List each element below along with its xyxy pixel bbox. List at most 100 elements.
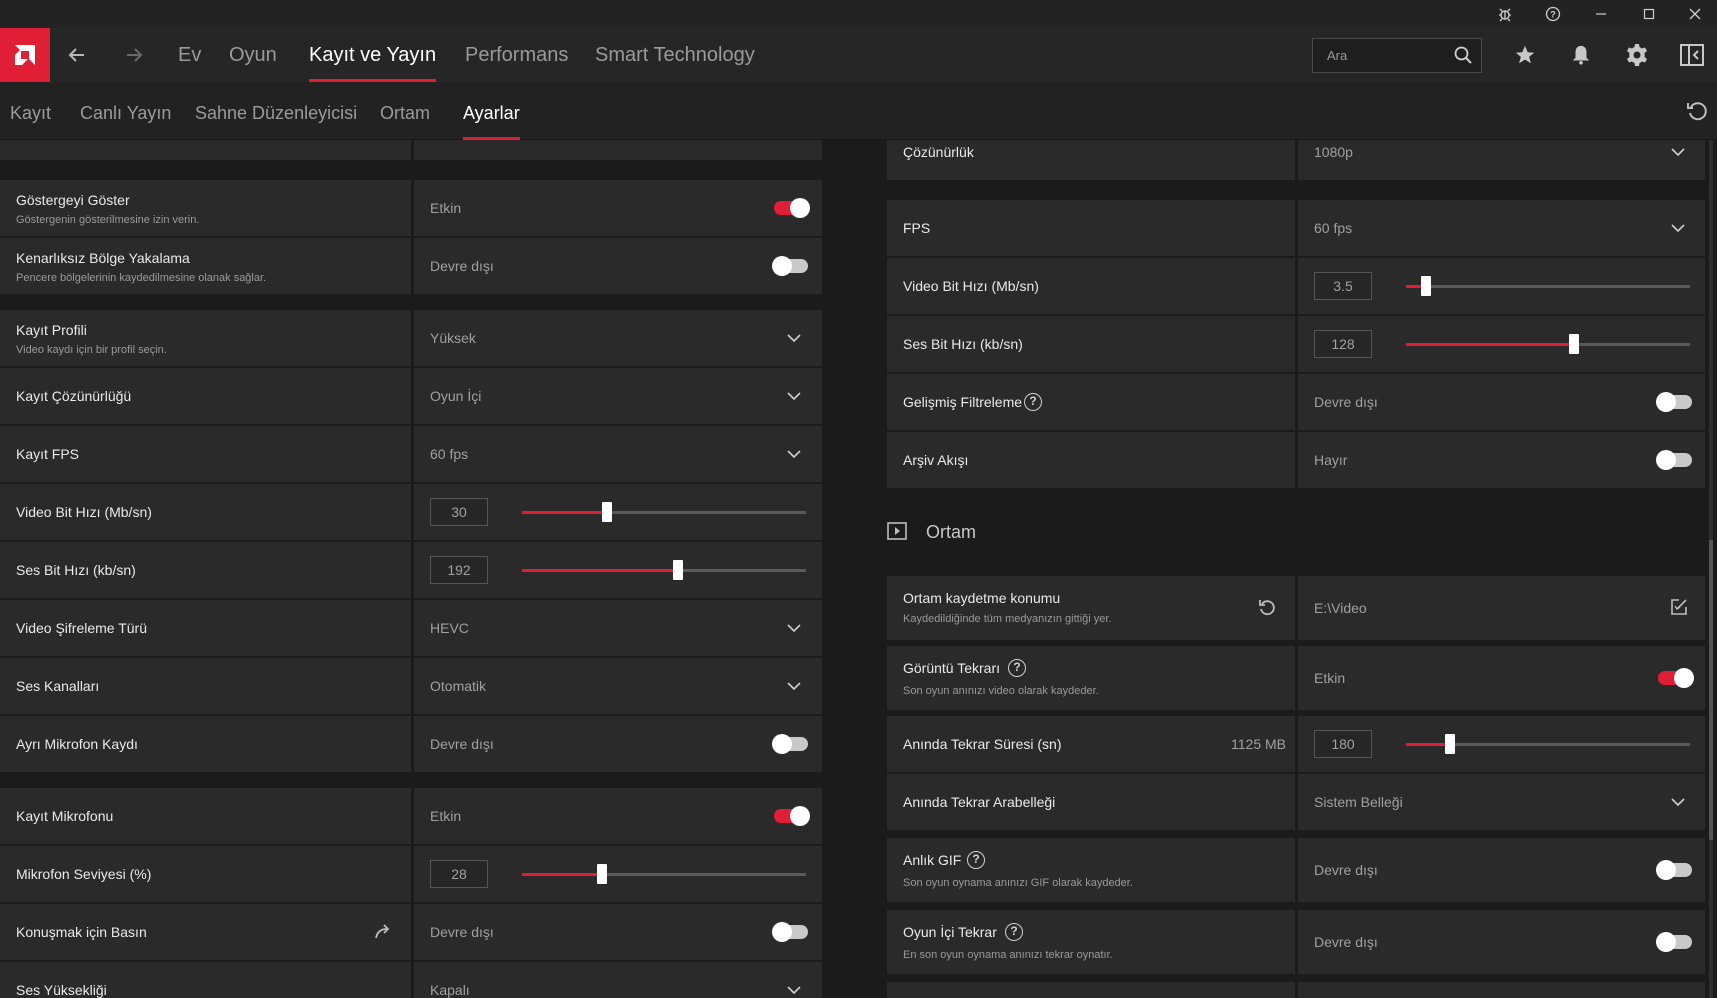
search-input[interactable] bbox=[1313, 39, 1443, 72]
replay-buffer-dropdown[interactable]: Sistem Belleği bbox=[1298, 774, 1705, 830]
help-icon[interactable]: ? bbox=[1530, 0, 1576, 28]
share-arrow-icon[interactable] bbox=[373, 922, 393, 942]
setting-push-to-talk: Konuşmak için Basın Devre dışı bbox=[0, 904, 822, 960]
record-mic-toggle[interactable] bbox=[774, 806, 810, 826]
help-question-icon[interactable]: ? bbox=[1005, 923, 1023, 941]
reset-icon[interactable] bbox=[1685, 99, 1709, 123]
stream-audio-bitrate-input[interactable]: 128 bbox=[1314, 330, 1372, 358]
ingame-replay-toggle[interactable] bbox=[1656, 932, 1692, 952]
nav-home[interactable]: Ev bbox=[178, 44, 202, 66]
setting-title: Görüntü Tekrarı bbox=[903, 660, 1001, 676]
back-arrow-icon[interactable] bbox=[57, 28, 97, 82]
nav-smart-technology[interactable]: Smart Technology bbox=[595, 44, 755, 66]
setting-value: Kapalı bbox=[430, 982, 470, 998]
edit-folder-icon[interactable] bbox=[1670, 598, 1688, 616]
bug-report-icon[interactable] bbox=[1482, 0, 1528, 28]
tab-live-stream[interactable]: Canlı Yayın bbox=[80, 103, 172, 123]
notifications-bell-icon[interactable] bbox=[1556, 28, 1606, 82]
record-resolution-dropdown[interactable]: Oyun İçi bbox=[414, 368, 822, 424]
tab-scene-editor[interactable]: Sahne Düzenleyicisi bbox=[195, 103, 358, 123]
separate-mic-toggle[interactable] bbox=[772, 734, 808, 754]
push-to-talk-toggle[interactable] bbox=[772, 922, 808, 942]
replay-duration-input[interactable]: 180 bbox=[1314, 730, 1372, 758]
audio-bitrate-slider[interactable] bbox=[522, 560, 806, 580]
setting-title: Kayıt Mikrofonu bbox=[16, 808, 114, 824]
setting-audio-bitrate: Ses Bit Hızı (kb/sn) 192 bbox=[0, 542, 822, 598]
media-play-icon bbox=[887, 522, 907, 540]
audio-bitrate-input[interactable]: 192 bbox=[430, 556, 488, 584]
instant-replay-toggle[interactable] bbox=[1658, 668, 1694, 688]
setting-volume: Ses Yüksekliği Kapalı bbox=[0, 962, 822, 998]
left-partial-row bbox=[0, 140, 822, 178]
archive-stream-toggle[interactable] bbox=[1656, 450, 1692, 470]
setting-value: Yüksek bbox=[430, 330, 476, 346]
setting-stream-fps: FPS 60 fps bbox=[887, 200, 1705, 256]
nav-record-stream[interactable]: Kayıt ve Yayın bbox=[309, 28, 437, 82]
help-question-icon[interactable]: ? bbox=[967, 851, 985, 869]
stream-video-bitrate-slider[interactable] bbox=[1406, 276, 1690, 296]
search-box bbox=[1312, 38, 1482, 73]
setting-stream-audio-bitrate: Ses Bit Hızı (kb/sn) 128 bbox=[887, 316, 1705, 372]
tab-record[interactable]: Kayıt bbox=[10, 103, 52, 123]
forward-arrow-icon[interactable] bbox=[114, 28, 154, 82]
record-profile-dropdown[interactable]: Yüksek bbox=[414, 310, 822, 366]
settings-gear-icon[interactable] bbox=[1612, 28, 1662, 82]
advanced-filtering-toggle[interactable] bbox=[1656, 392, 1692, 412]
reset-location-icon[interactable] bbox=[1257, 597, 1277, 617]
setting-subtitle: Video kaydı için bir profil seçin. bbox=[16, 344, 167, 356]
help-question-icon[interactable]: ? bbox=[1024, 393, 1042, 411]
favorites-star-icon[interactable] bbox=[1500, 28, 1550, 82]
setting-title: Kenarlıksız Bölge Yakalama bbox=[16, 250, 190, 266]
chevron-down-icon bbox=[787, 624, 801, 633]
setting-title: Konuşmak için Basın bbox=[16, 924, 147, 940]
tab-settings[interactable]: Ayarlar bbox=[463, 82, 520, 140]
amd-logo[interactable] bbox=[0, 28, 50, 82]
scrollbar[interactable] bbox=[1709, 140, 1713, 998]
setting-title: Ses Yüksekliği bbox=[16, 982, 107, 998]
slider-thumb[interactable] bbox=[1445, 734, 1456, 754]
audio-channels-dropdown[interactable]: Otomatik bbox=[414, 658, 822, 714]
close-icon[interactable] bbox=[1672, 0, 1717, 28]
tab-media[interactable]: Ortam bbox=[380, 103, 431, 123]
setting-record-mic: Kayıt Mikrofonu Etkin bbox=[0, 788, 822, 844]
search-icon[interactable] bbox=[1453, 45, 1473, 65]
maximize-icon[interactable] bbox=[1626, 0, 1672, 28]
slider-thumb[interactable] bbox=[673, 560, 684, 580]
slider-thumb[interactable] bbox=[1420, 276, 1431, 296]
indicator-toggle[interactable] bbox=[774, 198, 810, 218]
stream-fps-dropdown[interactable]: 60 fps bbox=[1298, 200, 1705, 256]
setting-title: Video Şifreleme Türü bbox=[16, 620, 147, 636]
setting-borderless-capture: Kenarlıksız Bölge Yakalama Pencere bölge… bbox=[0, 238, 822, 294]
slider-thumb[interactable] bbox=[596, 864, 607, 884]
setting-advanced-filtering: Gelişmiş Filtreleme ? Devre dışı bbox=[887, 374, 1705, 430]
nav-game[interactable]: Oyun bbox=[229, 44, 277, 66]
setting-value: Oyun İçi bbox=[430, 388, 482, 404]
nav-performance[interactable]: Performans bbox=[465, 44, 569, 66]
setting-title: Ses Bit Hızı (kb/sn) bbox=[903, 336, 1023, 352]
setting-title: Ayrı Mikrofon Kaydı bbox=[16, 736, 138, 752]
mic-level-slider[interactable] bbox=[522, 864, 806, 884]
video-bitrate-slider[interactable] bbox=[522, 502, 806, 522]
setting-value: 60 fps bbox=[1314, 220, 1353, 236]
stream-video-bitrate-input[interactable]: 3.5 bbox=[1314, 272, 1372, 300]
media-section-title: Ortam bbox=[926, 522, 977, 542]
slider-thumb[interactable] bbox=[602, 502, 613, 522]
mic-level-input[interactable]: 28 bbox=[430, 860, 488, 888]
volume-dropdown[interactable]: Kapalı bbox=[414, 962, 822, 998]
record-fps-dropdown[interactable]: 60 fps bbox=[414, 426, 822, 482]
instant-gif-toggle[interactable] bbox=[1656, 860, 1692, 880]
stream-resolution-dropdown[interactable]: 1080p bbox=[1298, 140, 1705, 180]
video-encoding-dropdown[interactable]: HEVC bbox=[414, 600, 822, 656]
chevron-down-icon bbox=[1671, 798, 1685, 807]
sidebar-toggle-icon[interactable] bbox=[1667, 28, 1717, 82]
borderless-toggle[interactable] bbox=[772, 256, 808, 276]
replay-duration-slider[interactable] bbox=[1406, 734, 1690, 754]
setting-title: Mikrofon Seviyesi (%) bbox=[16, 866, 152, 882]
setting-value: Hayır bbox=[1314, 452, 1348, 468]
minimize-icon[interactable] bbox=[1578, 0, 1624, 28]
setting-record-fps: Kayıt FPS 60 fps bbox=[0, 426, 822, 482]
slider-thumb[interactable] bbox=[1568, 334, 1579, 354]
help-question-icon[interactable]: ? bbox=[1008, 659, 1026, 677]
video-bitrate-input[interactable]: 30 bbox=[430, 498, 488, 526]
stream-audio-bitrate-slider[interactable] bbox=[1406, 334, 1690, 354]
